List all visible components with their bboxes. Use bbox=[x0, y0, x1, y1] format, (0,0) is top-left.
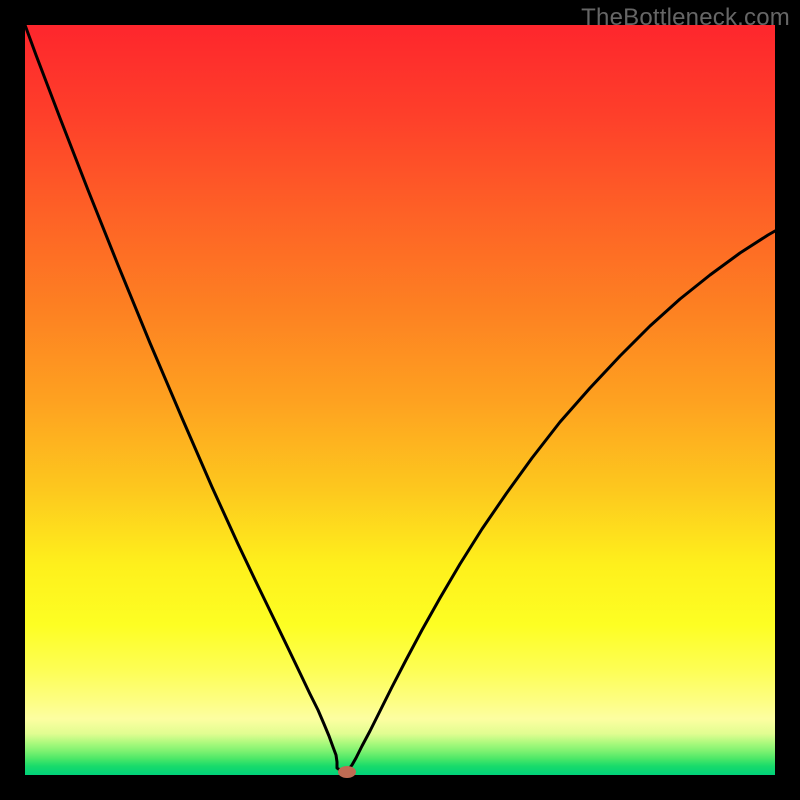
watermark-text: TheBottleneck.com bbox=[581, 4, 790, 32]
chart-frame: TheBottleneck.com bbox=[0, 0, 800, 800]
minimum-marker bbox=[338, 766, 356, 778]
bottleneck-chart bbox=[0, 0, 800, 800]
plot-area bbox=[25, 25, 775, 775]
